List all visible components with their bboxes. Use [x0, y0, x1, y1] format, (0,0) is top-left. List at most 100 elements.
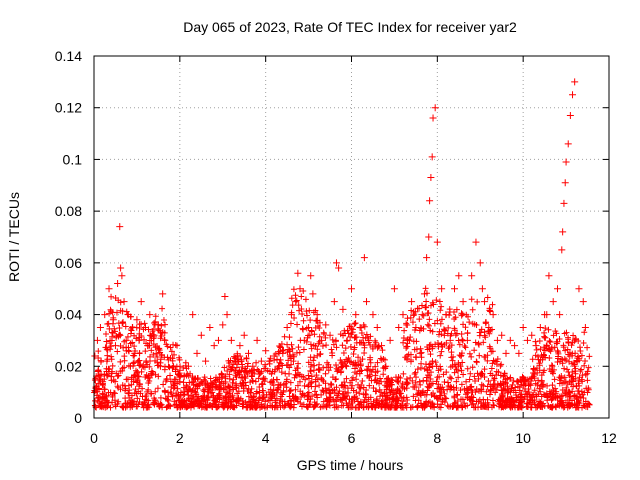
scatter-point	[252, 378, 259, 385]
scatter-point	[584, 370, 591, 377]
scatter-point	[345, 355, 352, 362]
scatter-point	[314, 352, 321, 359]
scatter-point	[471, 373, 478, 380]
scatter-point	[569, 350, 576, 357]
data-point	[463, 336, 471, 344]
scatter-point	[374, 377, 381, 384]
data-point	[133, 316, 141, 324]
scatter-point	[319, 403, 326, 410]
data-point	[339, 305, 347, 313]
data-point	[135, 336, 143, 344]
data-point	[317, 336, 325, 344]
scatter-point	[114, 373, 121, 380]
scatter-point	[208, 403, 215, 410]
scatter-point	[185, 396, 192, 403]
scatter-point	[154, 385, 161, 392]
scatter-point	[126, 394, 133, 401]
scatter-point	[270, 387, 277, 394]
scatter-point	[584, 344, 591, 351]
scatter-point	[240, 400, 247, 407]
scatter-point	[457, 353, 464, 360]
y-tick-labels: 0 0.02 0.04 0.06 0.08 0.1 0.12 0.14	[55, 48, 82, 426]
scatter-point	[108, 293, 115, 300]
data-point	[558, 246, 566, 254]
scatter-point	[221, 364, 228, 371]
scatter-point	[171, 398, 178, 405]
axis-ticks	[93, 55, 610, 419]
scatter-point	[235, 369, 242, 376]
scatter-point	[411, 384, 418, 391]
scatter-point	[316, 333, 323, 340]
scatter-point	[268, 394, 275, 401]
scatter-point	[120, 344, 127, 351]
scatter-point	[420, 325, 427, 332]
scatter-point	[451, 393, 458, 400]
scatter-point	[554, 353, 561, 360]
data-point	[227, 336, 235, 344]
scatter-point	[220, 395, 227, 402]
scatter-point	[356, 390, 363, 397]
scatter-point	[141, 399, 148, 406]
scatter-point	[411, 327, 418, 334]
scatter-point	[487, 307, 494, 314]
data-point	[365, 336, 373, 344]
scatter-point	[446, 308, 453, 315]
scatter-point	[556, 358, 563, 365]
scatter-point	[467, 384, 474, 391]
scatter-point	[403, 344, 410, 351]
scatter-point	[375, 402, 382, 409]
scatter-point	[565, 336, 572, 343]
scatter-point	[241, 373, 248, 380]
scatter-point	[363, 366, 370, 373]
scatter-point	[364, 367, 371, 374]
scatter-point	[426, 364, 433, 371]
scatter-point	[372, 402, 379, 409]
scatter-point	[244, 360, 251, 367]
scatter-point	[347, 379, 354, 386]
scatter-point	[473, 398, 480, 405]
x-tick-label: 6	[348, 430, 356, 446]
scatter-point	[186, 379, 193, 386]
scatter-point	[455, 359, 462, 366]
scatter-point	[429, 343, 436, 350]
scatter-point	[112, 328, 119, 335]
scatter-point	[287, 353, 294, 360]
scatter-point	[289, 393, 296, 400]
scatter-point	[267, 355, 274, 362]
scatter-point	[517, 378, 524, 385]
scatter-point	[561, 374, 568, 381]
scatter-point	[339, 397, 346, 404]
scatter-point	[557, 398, 564, 405]
scatter-point	[407, 351, 414, 358]
data-point	[373, 324, 381, 331]
scatter-point	[514, 378, 521, 385]
scatter-point	[427, 375, 434, 382]
data-point	[386, 336, 394, 344]
scatter-point	[417, 381, 424, 388]
x-tick-label: 12	[601, 430, 617, 446]
data-point	[485, 324, 493, 331]
scatter-point	[570, 375, 577, 382]
scatter-point	[109, 333, 116, 340]
scatter-point	[426, 345, 433, 352]
data-point	[105, 285, 113, 293]
scatter-point	[562, 347, 569, 354]
y-tick-label: 0.04	[55, 307, 82, 323]
scatter-point	[346, 358, 353, 365]
scatter-point	[429, 358, 436, 365]
scatter-point	[561, 403, 568, 410]
scatter-point	[191, 375, 198, 382]
scatter-point	[414, 404, 421, 411]
data-point	[96, 324, 104, 331]
scatter-point	[107, 340, 114, 347]
scatter-point	[273, 376, 280, 383]
data-point	[326, 331, 334, 339]
scatter-point	[122, 323, 129, 330]
scatter-point	[524, 390, 531, 397]
scatter-point	[356, 401, 363, 408]
scatter-point	[104, 372, 111, 379]
scatter-point	[172, 401, 179, 408]
x-tick-label: 4	[262, 430, 270, 446]
data-point	[249, 362, 257, 370]
